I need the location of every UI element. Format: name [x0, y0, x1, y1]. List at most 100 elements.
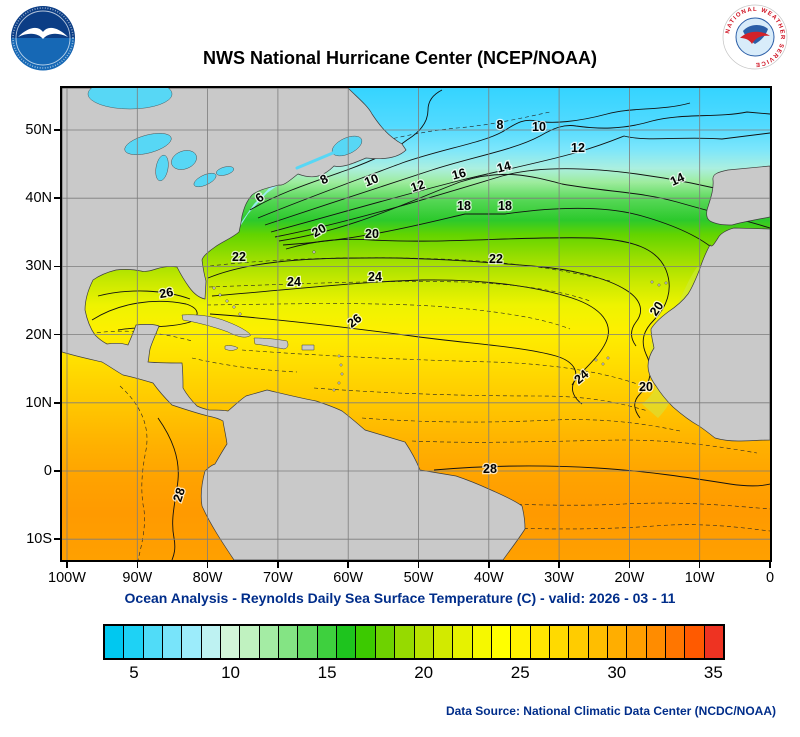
x-tick: [488, 562, 490, 568]
cape-verde: [594, 356, 610, 366]
colorbar-cell: [181, 626, 201, 658]
page-title: NWS National Hurricane Center (NCEP/NOAA…: [202, 48, 598, 68]
y-axis-label: 30N: [25, 258, 52, 275]
chart-caption: Ocean Analysis - Reynolds Daily Sea Surf…: [124, 590, 676, 606]
colorbar-cell: [316, 626, 337, 658]
y-axis-label: 20N: [25, 326, 52, 343]
y-axis-label: 50N: [25, 122, 52, 138]
jamaica: [224, 345, 239, 351]
colorbar-tick-value: 15: [317, 663, 337, 682]
colorbar-cell: [336, 626, 356, 658]
x-tick: [347, 562, 349, 568]
lesser-antilles: [332, 354, 344, 392]
colorbar-tick-value: 25: [510, 663, 530, 682]
colorbar-cell: [432, 626, 453, 658]
y-axis-label: 40N: [25, 190, 52, 207]
isotherm-label: 14: [495, 159, 512, 176]
colorbar-cell: [548, 626, 569, 658]
noaa-logo-ring: [15, 10, 71, 66]
colorbar-tick-value: 10: [221, 663, 240, 682]
colorbar-cell: [529, 626, 549, 658]
isotherm-label: 24: [287, 275, 301, 289]
colorbar-cell: [297, 626, 317, 658]
x-tick: [136, 562, 139, 568]
isotherm-label: 20: [365, 227, 379, 241]
x-axis-label: 50W: [403, 570, 434, 586]
x-axis-label: 80W: [192, 570, 223, 586]
nws-bird-icon: [740, 31, 770, 44]
colorbar-cell: [684, 626, 704, 658]
x-axis-label: 10W: [684, 570, 715, 586]
noaa-logo: [11, 6, 75, 71]
colorbar-cell: [239, 626, 259, 658]
isotherm-label: 18: [457, 199, 471, 213]
bahamas: [212, 286, 242, 316]
puerto-rico: [301, 344, 315, 351]
lake-michigan: [155, 154, 169, 182]
colorbar-cell: [355, 626, 375, 658]
x-tick: [628, 562, 631, 568]
graticule: [62, 88, 770, 560]
colorbar-cell: [606, 626, 627, 658]
noaa-logo-rim-text: [12, 7, 74, 69]
lake-huron: [171, 150, 197, 170]
isotherm-label: 28: [483, 462, 497, 476]
colorbar-cell: [703, 626, 723, 658]
bermuda: [312, 250, 316, 254]
colorbar-cell: [105, 626, 124, 658]
isotherm-label: 18: [498, 199, 512, 213]
lake-ontario: [216, 166, 234, 176]
nws-logo: NATIONAL WEATHER SERVICE: [722, 4, 788, 70]
x-axis-label: 60W: [333, 570, 364, 586]
colorbar-cell: [510, 626, 530, 658]
isotherm-label: 24: [368, 270, 382, 284]
colorbar-cell: [394, 626, 414, 658]
colorbar-cell: [645, 626, 665, 658]
y-axis-label: 10S: [26, 531, 52, 548]
temperature-colorbar: [103, 624, 725, 660]
colorbar-cell: [200, 626, 221, 658]
x-axis-label: 90W: [122, 570, 153, 586]
colorbar-tick-value: 20: [414, 663, 434, 682]
x-tick: [66, 562, 68, 568]
x-tick: [417, 562, 420, 568]
colorbar-cell: [142, 626, 163, 658]
colorbar-cell: [452, 626, 472, 658]
colorbar-cell: [162, 626, 182, 658]
lake-erie: [193, 172, 217, 188]
noaa-seagull-icon: [18, 27, 68, 39]
x-tick: [698, 562, 701, 568]
x-tick: [206, 562, 209, 568]
noaa-logo-sea: [11, 38, 75, 71]
isotherm-label: 22: [489, 252, 503, 266]
colorbar-cell: [568, 626, 588, 658]
colorbar-tick-value: 35: [703, 663, 723, 682]
sst-map-frame: 8 10 12 14 14 16 12 10 8 6 18 18 20 20 22 22 24 24 26 26 20 2…: [60, 86, 772, 562]
colorbar-tick-labels: 5 10 15 20 25 30 35: [105, 663, 723, 685]
colorbar-cell: [626, 626, 646, 658]
x-tick: [558, 562, 560, 568]
cuba: [181, 314, 252, 338]
x-axis-label: 70W: [262, 570, 293, 586]
canary-islands: [650, 280, 668, 287]
colorbar-cell: [123, 626, 143, 658]
x-axis-label: 0: [765, 570, 775, 586]
x-axis-label: 100W: [48, 570, 86, 586]
colorbar-cell: [220, 626, 240, 658]
isotherm-contours: [91, 89, 770, 560]
colorbar-cell: [664, 626, 685, 658]
isotherm-label: 10: [362, 171, 380, 189]
isotherm-label: 12: [409, 177, 427, 195]
colorbar-cell: [587, 626, 607, 658]
colorbar-tick-value: 30: [607, 663, 627, 682]
y-axis-label: 10N: [25, 394, 52, 411]
iberia: [706, 165, 770, 226]
hispaniola: [253, 337, 289, 350]
x-tick: [769, 562, 771, 568]
colorbar-cell: [258, 626, 279, 658]
colorbar-cell: [374, 626, 395, 658]
colorbar-cell: [278, 626, 298, 658]
lake-superior: [124, 133, 172, 155]
isotherm-label: 20: [639, 380, 653, 394]
